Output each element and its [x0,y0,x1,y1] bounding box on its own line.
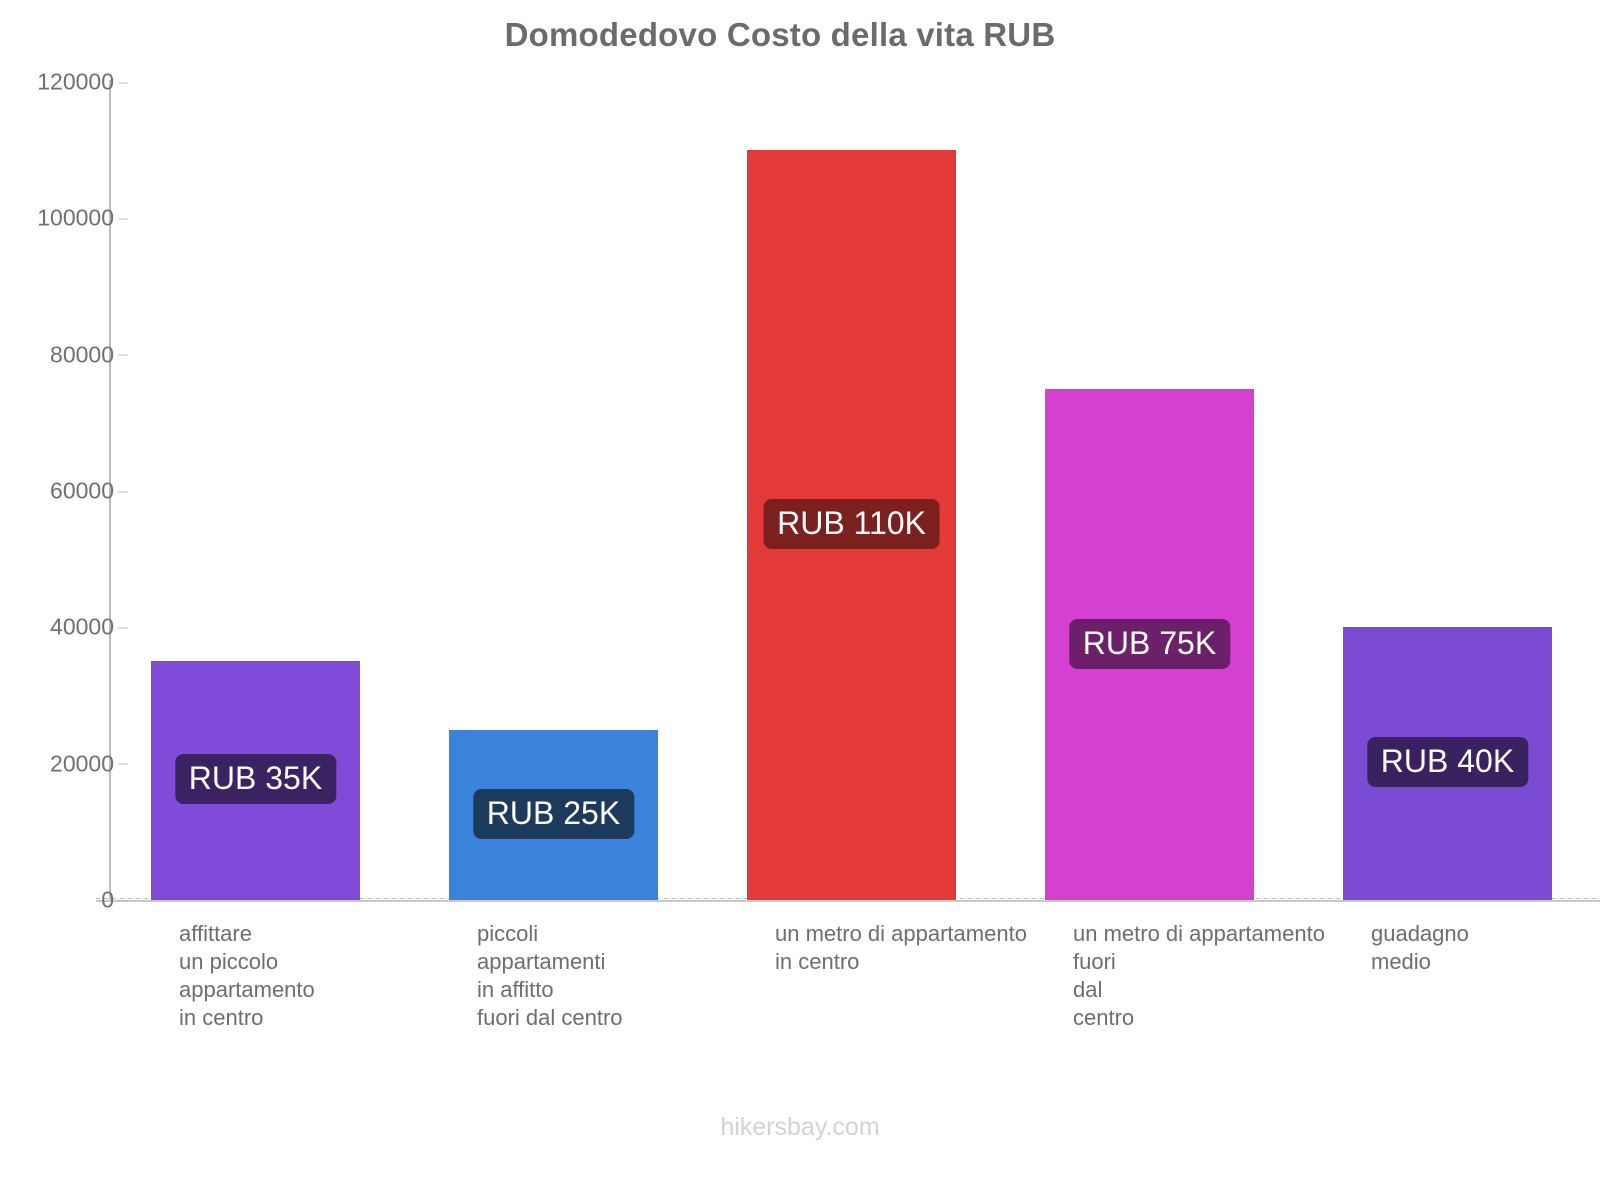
y-tick-text: 120000 [37,68,114,95]
x-axis-category-label: piccoli appartamenti in affitto fuori da… [477,921,623,1030]
y-tick-text: 100000 [37,204,114,231]
y-tick-text: 0 [101,886,114,913]
y-tick-mark [118,627,128,629]
y-tick-text: 40000 [50,613,114,640]
x-axis-category-label: guadagno medio [1371,921,1469,974]
page-title: Domodedovo Costo della vita RUB [504,16,1056,53]
y-tick-mark [118,354,128,356]
plot-area: RUB 35K RUB 25K RUB 110K RUB 75K RUB 40K [110,82,1600,900]
y-axis-tick-label: 80000 [0,341,128,368]
x-axis-category-label: un metro di appartamento fuori dal centr… [1073,921,1325,1030]
bar[interactable]: RUB 75K [1045,388,1254,900]
y-axis-tick-label: 40000 [0,613,128,641]
y-tick-mark [118,491,128,492]
bar[interactable]: RUB 40K [1343,627,1552,900]
y-tick-text: 80000 [50,341,114,368]
y-axis-tick-label: 0 [0,886,128,914]
y-axis-line [109,80,111,902]
y-axis-tick-label: 20000 [0,750,128,777]
bar[interactable]: RUB 35K [151,661,360,900]
bar-value-label: RUB 25K [472,788,635,839]
y-tick-text: 60000 [50,477,114,504]
bar[interactable]: RUB 25K [449,729,658,900]
y-tick-mark [118,82,128,83]
x-axis-line [96,900,1600,902]
bar-value-label: RUB 35K [174,754,337,805]
bar-value-label: RUB 75K [1068,618,1231,669]
y-tick-mark [118,763,128,765]
y-axis-tick-label: 100000 [0,204,128,232]
y-axis-tick-label: 60000 [0,477,128,505]
y-tick-mark [118,900,128,901]
x-axis-category-label: affittare un piccolo appartamento in cen… [179,921,315,1030]
bar-value-label: RUB 110K [763,499,940,550]
y-axis-tick-label: 120000 [0,68,128,96]
bar-value-label: RUB 40K [1366,737,1529,788]
attribution-footer: hikersbay.com [720,1113,880,1141]
x-axis-category-label: un metro di appartamento in centro [775,921,1027,974]
y-tick-mark [118,218,128,220]
y-tick-text: 20000 [50,750,114,777]
bar[interactable]: RUB 110K [747,150,956,900]
